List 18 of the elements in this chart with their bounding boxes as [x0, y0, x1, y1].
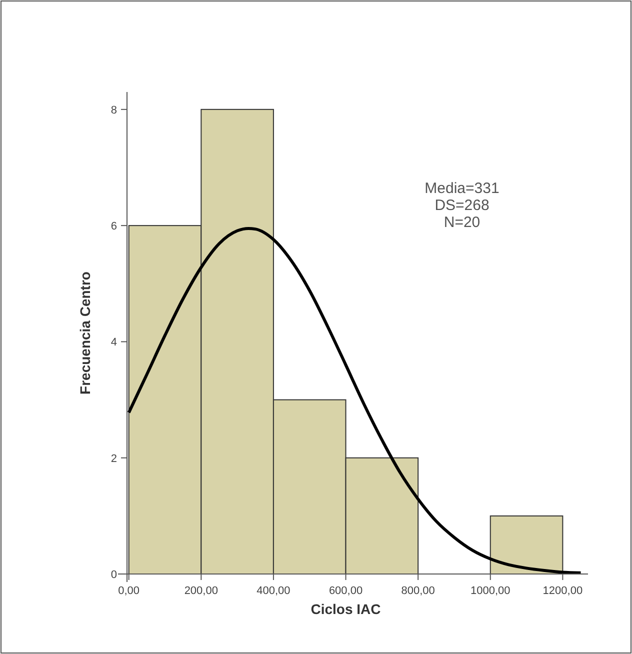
y-axis-title: Frecuencia Centro — [77, 272, 93, 394]
x-tick-label: 1200,00 — [542, 585, 583, 597]
y-tick-label: 8 — [110, 104, 117, 116]
line-series — [127, 226, 582, 574]
annotation: DS=268 — [434, 197, 490, 214]
x-tick-label: 1000,00 — [470, 585, 510, 597]
x-tick-label: 0,00 — [118, 585, 140, 597]
x-axis-title: Ciclos IAC — [310, 601, 381, 617]
x-tick-label: 400,00 — [256, 585, 290, 597]
annotation: Media=331 — [424, 180, 500, 197]
y-tick-label: 4 — [110, 336, 117, 349]
x-tick-label: 600,00 — [328, 585, 363, 597]
x-tick-label: 200,00 — [184, 585, 218, 597]
y-tick-label: 6 — [110, 220, 117, 233]
annotation: N=20 — [444, 214, 480, 231]
y-tick-label: 0 — [110, 569, 117, 581]
x-tick-label: 800,00 — [401, 585, 435, 597]
y-tick-label: 2 — [110, 452, 117, 465]
